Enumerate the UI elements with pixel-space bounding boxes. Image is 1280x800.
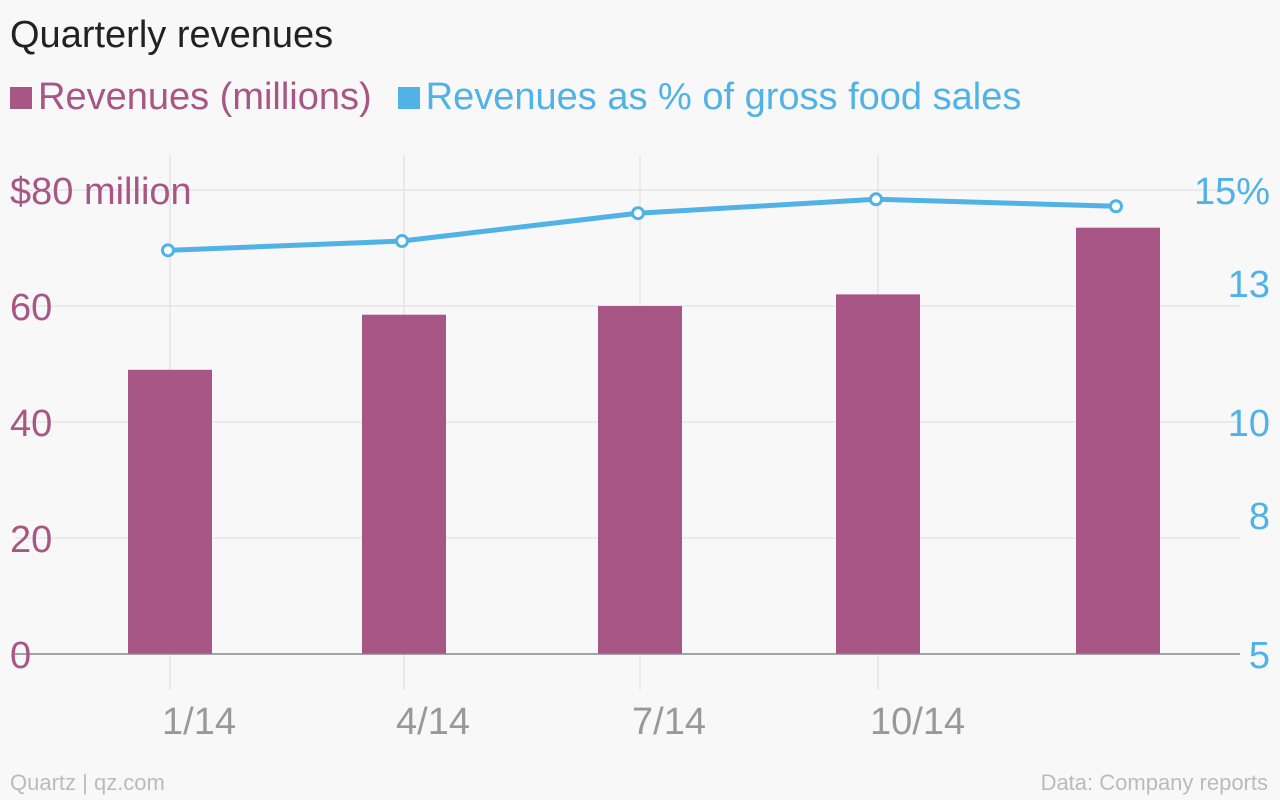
- x-axis-tick-label: 10/14: [870, 701, 965, 743]
- x-axis-tick-label: 7/14: [632, 701, 706, 743]
- footer-data-credit: Data: Company reports: [1040, 770, 1268, 795]
- line-point: [161, 243, 175, 258]
- legend-label-percent: Revenues as % of gross food sales: [425, 76, 1022, 118]
- right-axis-tick-label: 8: [1249, 496, 1270, 538]
- left-axis-tick-label: 40: [10, 403, 52, 445]
- line-point: [395, 234, 409, 249]
- chart-title: Quarterly revenues: [10, 14, 334, 56]
- line-point: [631, 206, 645, 221]
- x-axis-tick-label: 1/14: [162, 701, 236, 743]
- legend-label-revenues: Revenues (millions): [38, 76, 372, 118]
- bar: [128, 369, 212, 654]
- left-axis-tick-label: 60: [10, 287, 52, 329]
- x-axis-tick-label: 4/14: [396, 701, 470, 743]
- bar: [362, 314, 446, 654]
- line-series: [165, 196, 1119, 253]
- left-axis-tick-label: 20: [10, 519, 52, 561]
- left-axis-tick-label: $80 million: [10, 171, 192, 213]
- bar: [598, 306, 682, 654]
- bar: [1076, 227, 1160, 654]
- line-point: [1109, 199, 1123, 214]
- legend: Revenues (millions) Revenues as % of gro…: [10, 76, 1021, 119]
- right-axis-tick-label: 15%: [1194, 171, 1270, 213]
- legend-item-percent: Revenues as % of gross food sales: [397, 76, 1022, 119]
- footer-source: Quartz | qz.com: [10, 770, 165, 795]
- line-point: [869, 192, 883, 207]
- left-axis-tick-label: 0: [10, 635, 31, 677]
- legend-swatch-revenues: [10, 86, 32, 109]
- right-axis-tick-label: 5: [1249, 635, 1270, 677]
- bar: [836, 294, 920, 654]
- right-axis-tick-label: 13: [1228, 264, 1270, 306]
- legend-swatch-percent: [397, 86, 420, 109]
- right-axis-tick-label: 10: [1228, 403, 1270, 445]
- legend-item-revenues: Revenues (millions): [10, 76, 372, 119]
